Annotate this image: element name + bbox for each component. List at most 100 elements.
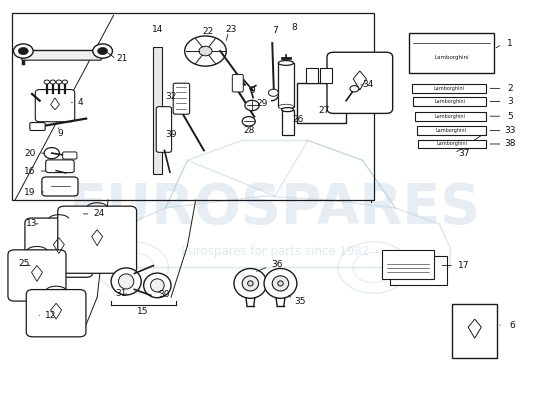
Ellipse shape [282, 108, 294, 112]
FancyBboxPatch shape [452, 304, 497, 358]
FancyBboxPatch shape [8, 250, 66, 301]
Ellipse shape [118, 274, 134, 289]
Bar [390, 256, 447, 286]
Ellipse shape [272, 276, 289, 291]
FancyBboxPatch shape [30, 122, 45, 130]
FancyBboxPatch shape [42, 177, 78, 196]
Bar [297, 83, 346, 122]
Text: Lamborghini: Lamborghini [434, 54, 469, 60]
Ellipse shape [278, 281, 283, 286]
Text: 5: 5 [508, 112, 513, 121]
Text: 9: 9 [249, 86, 255, 95]
Text: 37: 37 [458, 149, 470, 158]
Text: 26: 26 [292, 115, 304, 124]
Circle shape [268, 89, 278, 96]
Circle shape [98, 48, 108, 55]
Text: 14: 14 [152, 25, 163, 34]
Text: 31: 31 [115, 289, 126, 298]
Text: 20: 20 [24, 149, 36, 158]
Text: 6: 6 [510, 321, 515, 330]
FancyBboxPatch shape [35, 90, 75, 122]
Text: 9: 9 [58, 129, 63, 138]
FancyBboxPatch shape [26, 290, 86, 337]
Text: 1: 1 [508, 38, 513, 48]
Text: 15: 15 [137, 307, 148, 316]
FancyBboxPatch shape [327, 52, 393, 114]
Bar [412, 84, 486, 93]
Ellipse shape [278, 60, 294, 65]
Circle shape [18, 48, 28, 55]
Text: 39: 39 [166, 130, 177, 139]
Text: 23: 23 [226, 25, 237, 34]
Circle shape [242, 116, 255, 126]
Bar [414, 97, 486, 106]
Text: 36: 36 [271, 260, 282, 269]
Circle shape [44, 148, 59, 159]
Bar [419, 140, 486, 148]
Ellipse shape [111, 268, 141, 295]
Text: 32: 32 [166, 92, 177, 101]
Text: 13: 13 [26, 219, 37, 228]
Text: 3: 3 [508, 97, 513, 106]
Ellipse shape [242, 276, 258, 291]
Bar [409, 33, 494, 73]
FancyBboxPatch shape [156, 107, 172, 152]
FancyBboxPatch shape [173, 83, 190, 114]
Text: 24: 24 [93, 210, 104, 218]
Bar [153, 47, 162, 174]
Text: Lamborghini: Lamborghini [437, 142, 468, 146]
FancyBboxPatch shape [21, 51, 102, 60]
Circle shape [185, 36, 226, 66]
Bar [321, 68, 332, 83]
Ellipse shape [151, 279, 164, 292]
Bar [278, 63, 294, 107]
FancyBboxPatch shape [46, 160, 74, 172]
Circle shape [199, 46, 212, 56]
Text: 38: 38 [504, 140, 516, 148]
Circle shape [50, 80, 56, 84]
Text: Eurospares for parts since 1982: Eurospares for parts since 1982 [181, 245, 369, 258]
Circle shape [56, 80, 62, 84]
Text: Lamborghini: Lamborghini [436, 128, 466, 133]
Bar [417, 126, 486, 135]
FancyBboxPatch shape [232, 74, 243, 92]
Text: 33: 33 [504, 126, 516, 135]
Ellipse shape [264, 268, 297, 298]
Text: Lamborghini: Lamborghini [434, 99, 465, 104]
FancyBboxPatch shape [63, 152, 77, 159]
Text: 4: 4 [78, 98, 84, 107]
Text: 22: 22 [202, 27, 214, 36]
Text: 16: 16 [24, 166, 36, 176]
Text: 2: 2 [508, 84, 513, 93]
Bar [282, 110, 294, 136]
Text: 8: 8 [292, 23, 298, 32]
Text: 30: 30 [159, 290, 170, 299]
Circle shape [93, 44, 112, 58]
Bar [306, 68, 318, 83]
Text: Lamborghini: Lamborghini [435, 114, 466, 119]
Bar [415, 112, 486, 120]
Circle shape [13, 44, 33, 58]
Ellipse shape [248, 281, 253, 286]
Text: 19: 19 [24, 188, 36, 196]
Circle shape [44, 80, 50, 84]
Text: 12: 12 [45, 311, 56, 320]
Text: 17: 17 [458, 261, 470, 270]
Text: 21: 21 [116, 54, 128, 64]
Circle shape [245, 100, 259, 111]
Circle shape [350, 86, 359, 92]
Ellipse shape [278, 104, 294, 109]
Text: 29: 29 [257, 99, 268, 108]
Bar [382, 250, 434, 280]
Text: 7: 7 [272, 26, 278, 35]
Text: 25: 25 [19, 259, 30, 268]
Text: 28: 28 [243, 126, 255, 135]
Text: Lamborghini: Lamborghini [433, 86, 464, 91]
Text: 27: 27 [318, 106, 330, 115]
FancyBboxPatch shape [25, 218, 93, 277]
Ellipse shape [144, 273, 171, 298]
Text: EUROSPARES: EUROSPARES [69, 181, 481, 235]
Text: 34: 34 [362, 80, 373, 89]
Ellipse shape [234, 268, 267, 298]
Text: 35: 35 [294, 297, 305, 306]
